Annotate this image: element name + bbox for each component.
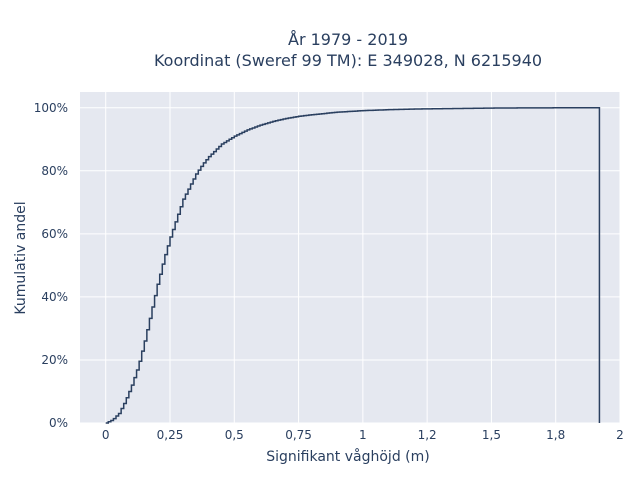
x-tick-label: 2	[616, 428, 624, 442]
x-tick-label: 0,25	[157, 428, 184, 442]
y-tick-label: 60%	[41, 227, 68, 241]
plot-background	[80, 92, 620, 423]
y-tick-label: 100%	[34, 101, 68, 115]
y-tick-label: 80%	[41, 164, 68, 178]
y-axis-label: Kumulativ andel	[13, 201, 29, 314]
x-axis-label: Signifikant våghöjd (m)	[266, 448, 429, 465]
grid	[80, 92, 621, 424]
tick-labels: 0 0,25 0,5 0,75 1 1,2 1,5 1,8 20%20%40%60%80%100…	[34, 101, 624, 442]
y-tick-label: 20%	[41, 353, 68, 367]
series-line	[105, 107, 601, 424]
x-tick-label: 0,75	[285, 428, 312, 442]
x-tick-label: 0	[102, 428, 110, 442]
chart-title-line-1: År 1979 - 2019	[288, 30, 408, 49]
x-tick-label: 1,8	[546, 428, 565, 442]
x-tick-label: 1	[359, 428, 367, 442]
y-tick-label: 40%	[41, 290, 68, 304]
y-tick-label: 0%	[49, 416, 68, 430]
x-tick-label: 0,5	[225, 428, 244, 442]
chart-title-line-2: Koordinat (Sweref 99 TM): E 349028, N 62…	[154, 51, 542, 70]
x-tick-label: 1,5	[482, 428, 501, 442]
x-tick-label: 1,2	[418, 428, 437, 442]
